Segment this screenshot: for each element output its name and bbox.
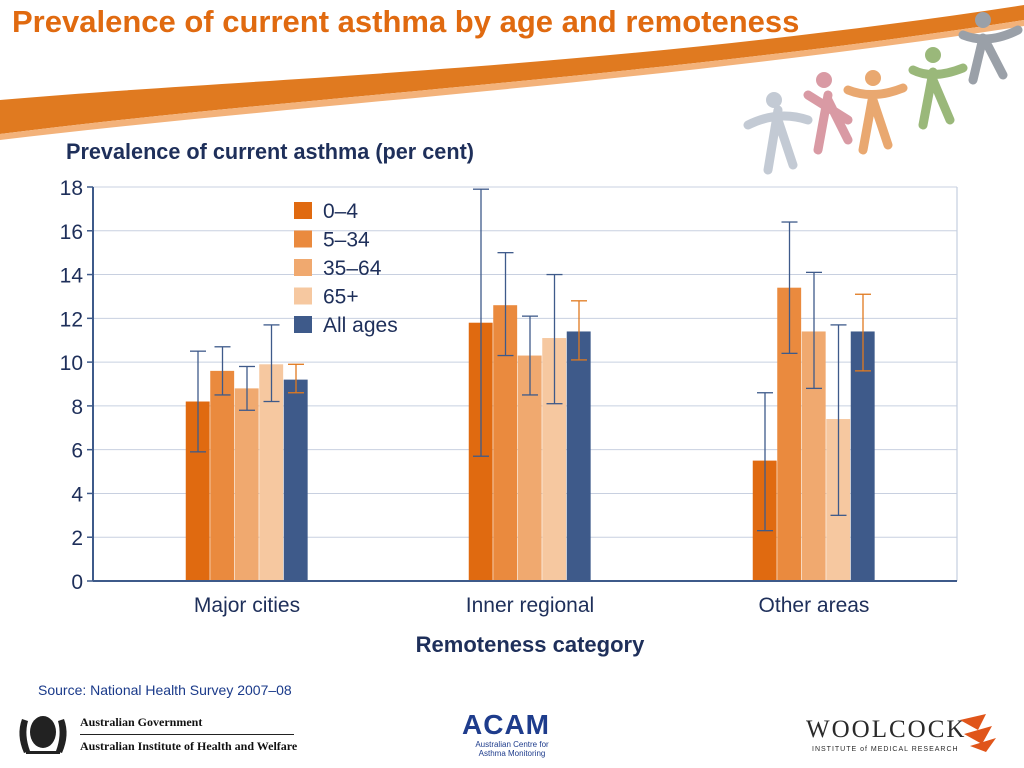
y-tick-label: 18 xyxy=(60,177,83,200)
legend-swatch xyxy=(294,202,312,219)
y-tick-label: 4 xyxy=(71,483,83,506)
y-tick-label: 16 xyxy=(60,221,83,244)
bar xyxy=(185,401,210,581)
y-axis-tick-labels: 0 2 4 6 8 10 12 14 16 18 xyxy=(60,177,93,594)
chart-title: Prevalence of current asthma (per cent) xyxy=(66,139,474,164)
acam-logo: ACAM Australian Centre for Asthma Monito… xyxy=(458,709,568,759)
bar xyxy=(493,305,518,581)
legend-swatch xyxy=(294,230,312,248)
y-tick-label: 14 xyxy=(60,265,84,288)
legend: 0–4 5–34 35–64 65+ All ages xyxy=(294,200,398,337)
x-category-label: Major cities xyxy=(194,594,300,617)
legend-swatch xyxy=(294,259,312,276)
error-bar xyxy=(214,346,231,396)
bar xyxy=(517,355,542,581)
slide-title: Prevalence of current asthma by age and … xyxy=(12,4,800,39)
legend-label: 5–34 xyxy=(323,229,370,252)
australian-government-logo: Australian Government Australian Institu… xyxy=(12,705,302,759)
error-bar xyxy=(806,271,822,390)
x-axis-title: Remoteness category xyxy=(416,632,645,657)
error-bar xyxy=(263,324,280,403)
error-bar xyxy=(288,363,304,394)
legend-label: All ages xyxy=(323,314,398,337)
y-tick-label: 6 xyxy=(71,440,83,463)
title-swoosh xyxy=(0,5,1024,140)
axes xyxy=(92,187,957,582)
error-bar xyxy=(473,188,489,457)
bar xyxy=(566,331,591,581)
legend-swatch xyxy=(294,316,312,333)
error-bar xyxy=(571,300,587,361)
error-bar xyxy=(757,392,773,532)
bar xyxy=(210,370,235,581)
gov-divider xyxy=(80,734,294,735)
legend-label: 0–4 xyxy=(323,200,358,223)
gov-name: Australian Government xyxy=(80,715,203,729)
x-axis-category-labels: Major cities Inner regional Other areas xyxy=(194,594,870,617)
bar xyxy=(234,388,259,581)
legend-label: 35–64 xyxy=(323,257,382,280)
source-note: Source: National Health Survey 2007–08 xyxy=(38,682,292,698)
dancing-figures-icon xyxy=(743,12,1023,175)
y-tick-label: 8 xyxy=(71,396,83,419)
bar xyxy=(259,364,284,581)
error-bar xyxy=(190,350,206,453)
woolcock-mark-icon xyxy=(960,714,996,752)
error-bar xyxy=(830,324,847,516)
error-bars xyxy=(190,188,871,532)
error-bar xyxy=(781,221,798,355)
error-bar xyxy=(546,273,563,405)
x-category-label: Inner regional xyxy=(466,594,594,617)
woolcock-wordmark: WOOLCOCK xyxy=(806,716,967,743)
acam-subtitle: Australian Centre for Asthma Monitoring xyxy=(475,740,549,758)
bar xyxy=(801,331,826,581)
error-bar xyxy=(855,293,871,372)
y-tick-label: 12 xyxy=(60,308,83,331)
bar xyxy=(777,287,802,581)
aihw-name: Australian Institute of Health and Welfa… xyxy=(80,739,298,753)
coat-of-arms-icon xyxy=(19,716,67,754)
woolcock-logo: WOOLCOCK INSTITUTE of MEDICAL RESEARCH xyxy=(806,712,1006,758)
y-tick-label: 10 xyxy=(60,352,83,375)
legend-label: 65+ xyxy=(323,286,359,309)
bars xyxy=(185,287,875,581)
asthma-bar-chart: Prevalence of current asthma (per cent) … xyxy=(60,139,958,657)
y-tick-label: 2 xyxy=(71,527,83,550)
y-tick-label: 0 xyxy=(71,571,83,594)
error-bar xyxy=(239,365,255,411)
bar xyxy=(283,379,308,581)
error-bar xyxy=(522,315,538,396)
bar xyxy=(542,338,567,581)
error-bar xyxy=(497,252,514,357)
legend-swatch xyxy=(294,287,312,305)
x-category-label: Other areas xyxy=(759,594,870,617)
woolcock-subtitle: INSTITUTE of MEDICAL RESEARCH xyxy=(812,746,959,753)
acam-wordmark: ACAM xyxy=(462,709,550,740)
bar xyxy=(850,331,875,581)
